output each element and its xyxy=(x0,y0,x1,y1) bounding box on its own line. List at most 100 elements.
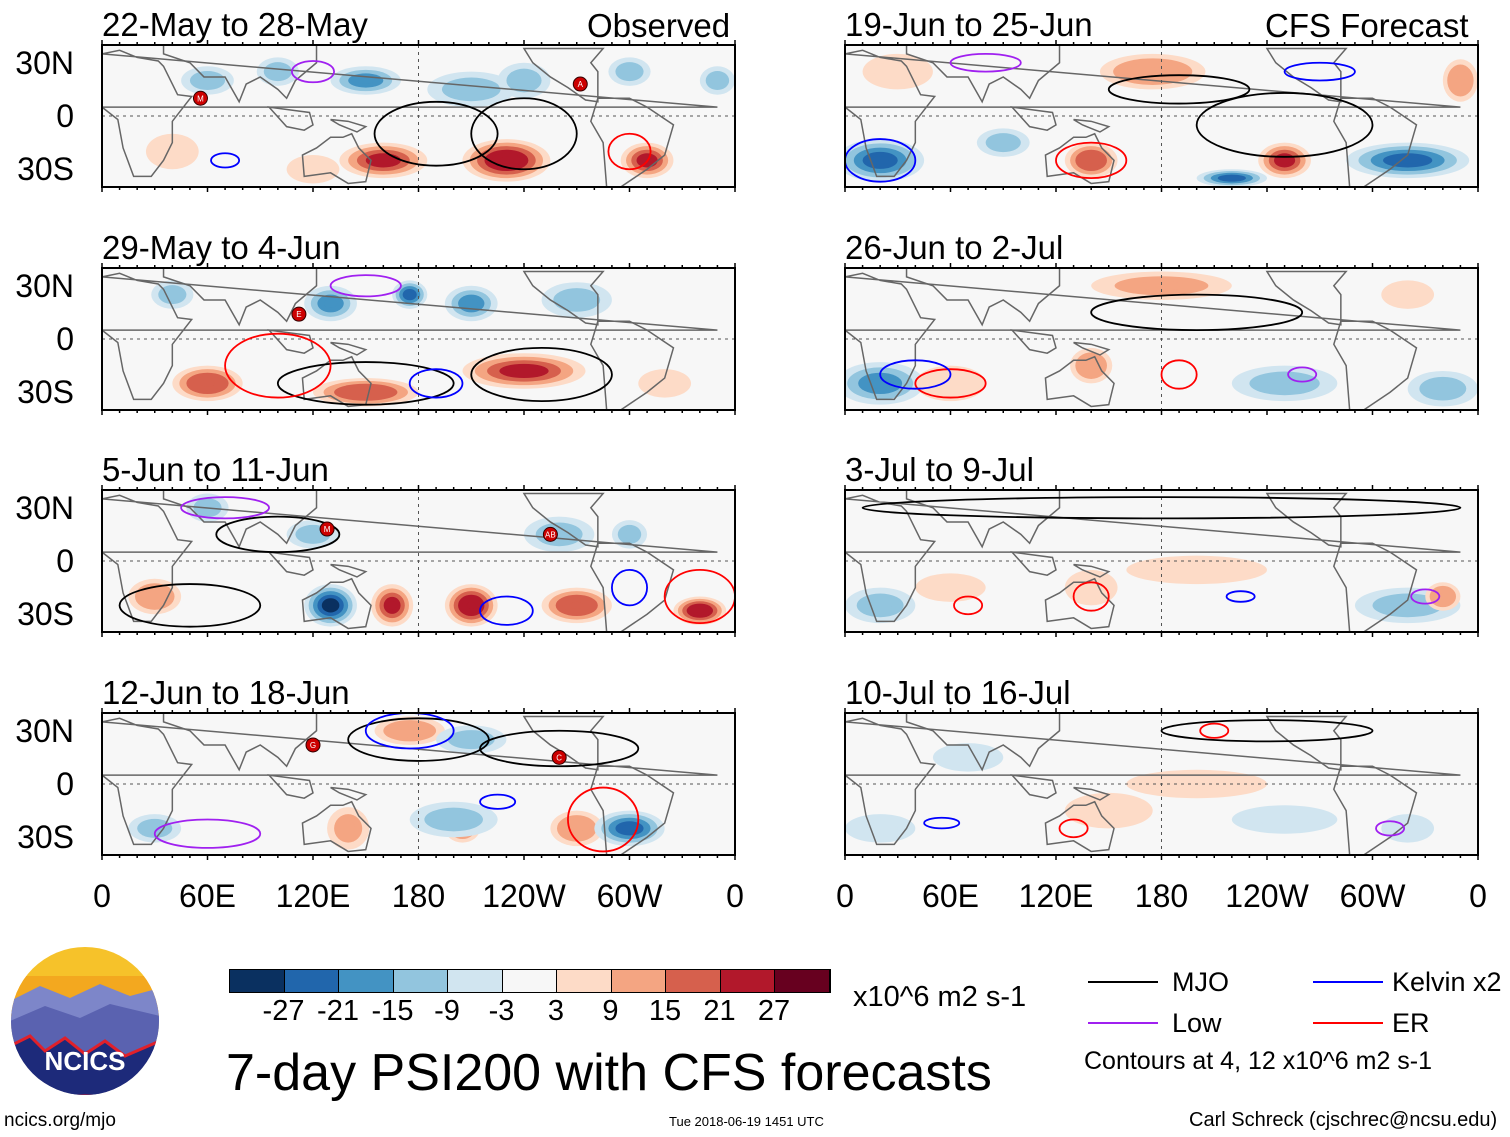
anomaly-shading xyxy=(198,75,217,86)
map-panel xyxy=(844,485,1479,637)
kelvin-contour xyxy=(479,595,534,626)
anomaly-shading xyxy=(1224,176,1239,180)
coastline xyxy=(522,270,605,326)
colorbar-label: -15 xyxy=(371,995,414,1027)
tropical-cyclone-icon xyxy=(542,526,558,542)
coastline xyxy=(522,715,605,771)
lon-label: 180 xyxy=(1134,878,1189,914)
kelvin-contour xyxy=(210,152,241,169)
storm-label: M xyxy=(197,94,204,103)
er-contour xyxy=(224,332,332,399)
lat-label: 30S xyxy=(17,151,74,188)
kelvin-contour xyxy=(1283,61,1356,82)
lon-label: 60W xyxy=(1339,878,1406,914)
mjo-contour xyxy=(118,583,262,628)
anomaly-shading xyxy=(355,389,377,396)
coastline xyxy=(301,355,372,408)
panel-title: 29-May to 4-Jun xyxy=(102,229,341,266)
anomaly-shading xyxy=(623,529,636,540)
observed-header: Observed xyxy=(587,7,731,44)
anomaly-shading xyxy=(439,813,469,826)
anomaly-shading xyxy=(1082,581,1100,594)
anomaly-shading xyxy=(862,821,898,836)
lon-label: 120E xyxy=(275,878,351,914)
storm-label: AB xyxy=(545,530,556,539)
coastline xyxy=(330,786,368,801)
er-contour xyxy=(1160,359,1198,390)
map-panel: E xyxy=(101,263,736,415)
panel-title: 12-Jun to 18-Jun xyxy=(102,674,350,711)
anomaly-shading xyxy=(1398,289,1417,300)
lon-label: 60E xyxy=(922,878,979,914)
colorbar-label: -3 xyxy=(488,995,515,1027)
url-link[interactable]: ncics.org/mjo xyxy=(4,1110,116,1131)
panel-title: 26-Jun to 2-Jul xyxy=(845,229,1064,266)
anomaly-shading xyxy=(326,601,335,609)
coastline xyxy=(590,542,675,632)
forecast-header: CFS Forecast xyxy=(1265,7,1469,44)
colorbar-label: -9 xyxy=(434,995,460,1027)
timestamp: Tue 2018-06-19 1451 UTC xyxy=(669,1114,824,1129)
tropical-cyclone-icon xyxy=(192,90,208,106)
coastline xyxy=(522,47,605,103)
coastline xyxy=(590,97,675,187)
legend-low: Low xyxy=(1172,1008,1222,1038)
mjo-contour xyxy=(479,729,640,768)
anomaly-shading xyxy=(466,601,476,609)
colorbar-swatch xyxy=(775,970,830,992)
anomaly-shading xyxy=(406,291,414,298)
coastline xyxy=(162,713,318,772)
coastline xyxy=(301,132,372,185)
colorbar-label: 15 xyxy=(648,995,682,1027)
anomaly-shading xyxy=(459,734,483,745)
anomaly-shading xyxy=(356,76,375,85)
legend-er: ER xyxy=(1392,1008,1430,1038)
mjo-contour xyxy=(373,100,499,167)
low-contour xyxy=(949,52,1022,73)
coastline xyxy=(522,492,605,548)
lon-label: 0 xyxy=(836,878,854,914)
panel-title: 3-Jul to 9-Jul xyxy=(845,451,1034,488)
lon-label: 180 xyxy=(391,878,446,914)
anomaly-shading xyxy=(464,299,478,308)
storm-label: M xyxy=(324,525,331,534)
tropical-cyclone-icon xyxy=(291,306,307,322)
anomaly-shading xyxy=(148,592,162,601)
coastline xyxy=(267,106,314,131)
mjo-contour xyxy=(1160,719,1374,743)
coastline xyxy=(267,329,314,354)
anomaly-shading xyxy=(1438,592,1448,601)
tropical-cyclone-icon xyxy=(572,76,588,92)
anomaly-shading xyxy=(569,601,584,609)
mjo-contour xyxy=(470,97,578,171)
lat-label: 30S xyxy=(17,596,74,633)
lon-label: 60E xyxy=(179,878,236,914)
coastline xyxy=(1073,118,1111,133)
anomaly-shading xyxy=(932,580,969,595)
coastline xyxy=(1333,320,1418,410)
anomaly-shading xyxy=(145,823,164,834)
lat-label: 30N xyxy=(15,489,74,526)
coastline xyxy=(1265,270,1348,326)
lat-label: 30N xyxy=(15,712,74,749)
er-contour xyxy=(953,595,984,616)
kelvin-contour xyxy=(408,368,464,399)
coastline xyxy=(905,490,1061,549)
coastline xyxy=(301,577,372,630)
lat-label: 0 xyxy=(56,98,74,134)
colorbar-swatch xyxy=(502,970,557,992)
coastline xyxy=(905,713,1061,772)
coastline xyxy=(330,341,368,356)
coastline xyxy=(1010,329,1057,354)
coastline xyxy=(102,49,718,178)
coastline xyxy=(1044,355,1115,408)
kelvin-contour xyxy=(479,793,517,810)
colorbar-swatch xyxy=(284,970,339,992)
low-contour xyxy=(153,818,262,849)
lon-label: 0 xyxy=(93,878,111,914)
ncics-logo: NCICS xyxy=(11,947,159,1095)
colorbar-units: x10^6 m2 s-1 xyxy=(853,981,1027,1013)
legend: MJO Kelvin x2 Low ER xyxy=(1088,965,1508,1045)
anomaly-shading xyxy=(565,294,589,306)
er-contour xyxy=(567,786,640,853)
